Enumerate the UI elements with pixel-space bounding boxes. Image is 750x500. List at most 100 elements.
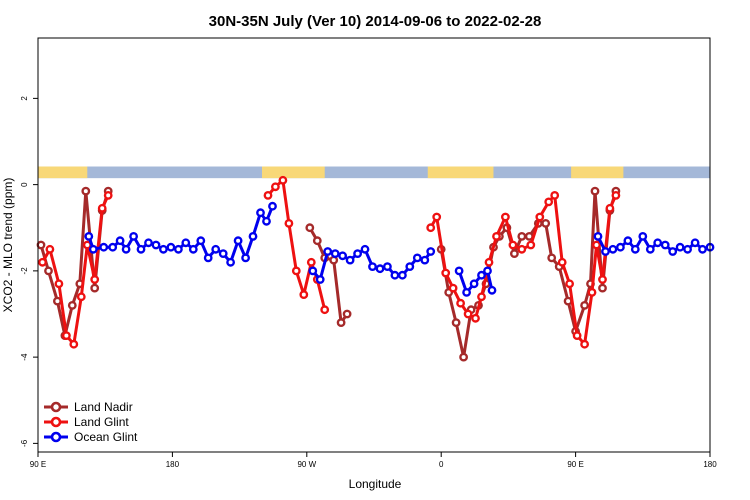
ocean-glint-point-1-1 [315, 275, 325, 284]
land-band-segment-2 [427, 166, 494, 179]
ocean-glint-point-1-15 [420, 255, 430, 265]
ocean-glint-point-3-9 [660, 240, 670, 250]
land-glint-point-2-6 [471, 313, 480, 323]
ocean-glint-point-3-10 [668, 247, 678, 256]
land-nadir-point-1-5 [342, 309, 352, 319]
land-glint-point-2-11 [508, 240, 518, 250]
ocean-glint-point-3-12 [683, 244, 692, 254]
land-glint-point-1-1 [270, 182, 280, 192]
ocean-glint-point-0-22 [248, 231, 258, 241]
legend-label-land-nadir: Land Nadir [74, 400, 133, 414]
land-glint-point-2-3 [448, 283, 458, 293]
x-tick-label-3: 0 [439, 460, 444, 469]
ocean-glint-point-1-0 [308, 266, 318, 276]
x-tick-label-0: 90 E [30, 460, 46, 469]
land-nadir-line-0 [39, 189, 110, 338]
land-glint-point-1-5 [299, 290, 309, 299]
land-glint-point-1-2 [278, 175, 288, 185]
land-glint-point-2-1 [432, 212, 442, 222]
land-nadir-point-0-7 [90, 283, 100, 293]
y-tick-label-1: 0 [20, 182, 29, 187]
land-nadir-point-2-22 [598, 283, 607, 293]
land-nadir-point-0-0 [36, 240, 46, 250]
land-glint-point-0-5 [76, 292, 86, 302]
series-land-glint [38, 175, 621, 349]
x-axis: 90 E 180 90 W 0 90 E 180 [30, 452, 717, 469]
land-nadir-point-1-0 [305, 223, 315, 233]
land-glint-point-2-0 [426, 223, 436, 233]
land-glint-point-2-22 [592, 240, 601, 250]
land-nadir-line-2 [439, 189, 618, 359]
ocean-glint-point-1-6 [353, 249, 362, 259]
land-glint-point-0-4 [69, 339, 79, 349]
x-axis-label: Longitude [349, 477, 402, 491]
ocean-glint-point-1-13 [405, 262, 415, 271]
plot-frame [37, 37, 711, 453]
ocean-glint-point-3-14 [698, 244, 707, 254]
land-glint-point-2-15 [544, 197, 554, 207]
legend-label-land-glint: Land Glint [74, 415, 129, 429]
land-nadir-point-2-21 [590, 186, 600, 196]
land-glint-point-0-7 [90, 275, 100, 284]
x-tick-label-5: 180 [703, 460, 717, 469]
ocean-glint-point-0-24 [262, 216, 271, 226]
ocean-glint-point-1-9 [375, 264, 385, 274]
ocean-glint-point-1-16 [426, 247, 436, 256]
land-glint-point-2-25 [611, 190, 621, 200]
land-nadir-point-1-1 [312, 236, 322, 246]
land-glint-line-1 [266, 178, 327, 311]
land-nadir-point-2-19 [580, 300, 589, 310]
ocean-glint-point-3-4 [623, 236, 633, 246]
ocean-glint-point-2-0 [454, 266, 464, 276]
land-nadir-point-2-10 [510, 249, 519, 259]
ocean-glint-point-0-23 [256, 208, 265, 218]
land-glint-point-1-8 [320, 305, 330, 315]
ocean-glint-point-0-16 [203, 253, 213, 263]
ocean-glint-point-0-8 [144, 238, 153, 248]
ocean-glint-point-2-3 [477, 270, 486, 280]
land-glint-point-0-9 [103, 190, 113, 200]
ocean-glint-point-1-3 [330, 249, 340, 259]
land-band-segment-0 [38, 166, 88, 179]
ocean-glint-point-2-2 [469, 279, 479, 289]
ocean-glint-point-0-3 [108, 242, 118, 252]
series-land-nadir [36, 186, 621, 362]
ocean-glint-point-0-21 [241, 253, 251, 263]
land-band-segment-1 [262, 166, 325, 179]
land-glint-point-2-10 [500, 212, 510, 222]
land-ocean-band [38, 166, 710, 179]
land-glint-point-2-14 [535, 212, 545, 222]
land-nadir-point-2-14 [541, 218, 551, 228]
ocean-glint-point-1-2 [323, 247, 333, 256]
ocean-glint-point-2-4 [483, 266, 492, 276]
land-glint-point-1-3 [284, 218, 294, 228]
ocean-glint-point-2-1 [462, 287, 471, 297]
land-nadir-point-2-11 [517, 231, 527, 241]
ocean-glint-point-1-8 [368, 262, 377, 271]
ocean-glint-point-0-10 [158, 244, 168, 254]
series-layer [36, 175, 715, 362]
land-glint-point-1-4 [291, 266, 301, 276]
land-band-segment-3 [571, 166, 624, 179]
ocean-glint-point-1-4 [338, 251, 347, 261]
land-glint-point-2-13 [526, 240, 536, 250]
land-nadir-point-2-3 [459, 352, 468, 362]
legend-label-ocean-glint: Ocean Glint [74, 430, 138, 444]
land-glint-point-0-2 [54, 279, 64, 289]
land-glint-point-0-0 [38, 257, 47, 267]
ocean-glint-point-3-13 [690, 238, 700, 248]
ocean-glint-point-0-14 [188, 244, 198, 254]
legend-marker-land-glint [50, 416, 62, 428]
x-tick-label-1: 180 [166, 460, 180, 469]
ocean-glint-point-0-20 [233, 236, 243, 246]
ocean-glint-point-0-4 [115, 236, 125, 246]
land-nadir-point-2-15 [547, 253, 557, 263]
ocean-glint-point-2-5 [487, 285, 497, 295]
y-tick-label-2: -2 [20, 267, 29, 275]
land-glint-point-2-7 [477, 292, 486, 302]
ocean-glint-point-3-8 [653, 238, 663, 248]
land-glint-point-2-12 [517, 244, 527, 254]
x-tick-label-2: 90 W [297, 460, 316, 469]
land-glint-point-2-24 [605, 203, 615, 213]
land-glint-point-2-20 [580, 339, 589, 349]
